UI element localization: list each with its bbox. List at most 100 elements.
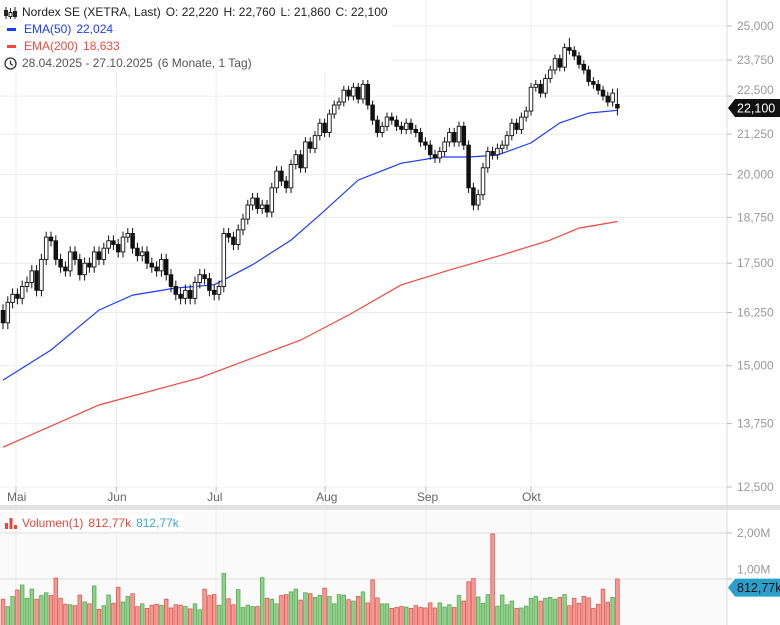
candle-body-up: [528, 86, 534, 112]
candle: [125, 228, 131, 243]
candle-body-up: [331, 104, 337, 115]
volume-legend: Volumen(1) 812,77k 812,77k: [5, 515, 183, 531]
volume-bar: [10, 596, 15, 625]
candle-body-up: [269, 187, 275, 213]
candle-body-up: [475, 194, 481, 206]
candle: [533, 80, 539, 92]
candle-body-down: [322, 122, 327, 133]
candle: [250, 192, 255, 211]
volume-bar: [187, 608, 193, 625]
candle-body-up: [5, 301, 11, 324]
legend-ema200[interactable]: EMA(200) 18,633: [4, 38, 388, 55]
candle-body-up: [125, 233, 131, 238]
candle-body-down: [231, 236, 236, 245]
volume-bar: [92, 585, 97, 625]
candle: [106, 235, 111, 254]
volume-bar: [259, 577, 265, 625]
volume-bar: [202, 588, 207, 625]
candle-body-up: [519, 116, 524, 130]
volume-bar: [562, 594, 567, 625]
volume-bar: [44, 592, 49, 625]
volume-bar: [331, 603, 337, 625]
candle-body-up: [523, 110, 529, 118]
volume-bar: [139, 603, 145, 625]
candle: [298, 149, 303, 173]
ohlc-close: C: 22,100: [335, 5, 388, 19]
candle: [87, 257, 92, 273]
month-label: Aug: [316, 490, 337, 504]
candle-body-down: [130, 233, 135, 249]
candle: [567, 38, 572, 55]
volume-bar: [34, 598, 39, 625]
price-tick-label: 25,000: [737, 19, 774, 33]
candle-body-down: [34, 270, 39, 291]
volume-bar: [211, 594, 217, 625]
volume-tick-label: 1,00M: [737, 563, 770, 577]
volume-bar: [379, 603, 385, 625]
volume-bar: [365, 602, 370, 625]
candle-body-up: [533, 83, 539, 88]
volume-bar: [168, 607, 174, 625]
candle: [490, 146, 495, 160]
candle: [15, 288, 20, 305]
candle-body-up: [274, 170, 279, 189]
candle-body-down: [605, 95, 611, 103]
candle-body-down: [514, 122, 519, 130]
candle: [0, 304, 6, 330]
month-label: Mai: [7, 490, 26, 504]
volume-bar: [543, 597, 548, 625]
candle-body-down: [490, 151, 495, 156]
volume-bar: [317, 595, 322, 625]
candle-body-up: [67, 251, 73, 272]
candle: [394, 115, 399, 131]
candle: [34, 265, 39, 297]
candle: [216, 280, 222, 301]
candle-body-down: [58, 258, 63, 268]
candle-body-up: [91, 251, 97, 268]
panel-separator[interactable]: [0, 505, 780, 510]
candle: [307, 137, 313, 154]
volume-bar: [48, 595, 54, 625]
volume-value: 812,77k: [88, 516, 132, 530]
candle: [586, 65, 591, 86]
volume-bar: [264, 597, 270, 625]
date-range: 28.04.2025 - 27.10.2025: [22, 56, 153, 70]
volume-bar: [427, 602, 433, 625]
volume-bar: [572, 597, 577, 625]
candle: [399, 121, 404, 135]
candle-body-up: [403, 122, 409, 130]
candle-body-down: [408, 122, 414, 130]
candle: [322, 118, 327, 138]
candlestick-icon: [4, 6, 17, 19]
candle: [221, 228, 227, 293]
legend-ema50[interactable]: EMA(50) 22,024: [4, 21, 388, 38]
candle-body-up: [327, 113, 332, 133]
candle: [471, 182, 476, 211]
candle: [552, 54, 558, 75]
candle: [317, 118, 323, 141]
volume-bar: [24, 597, 30, 625]
price-tick-label: 12,500: [737, 480, 774, 494]
candle-body-down: [207, 278, 212, 291]
volume-bar: [471, 578, 476, 625]
candle: [279, 166, 284, 187]
volume-bar: [403, 606, 409, 625]
candle-body-down: [87, 262, 92, 268]
candle-body-up: [480, 167, 486, 196]
candle: [514, 118, 519, 135]
candle: [63, 261, 68, 277]
candle: [581, 60, 587, 75]
volume-bar: [245, 604, 250, 625]
candle: [48, 231, 54, 247]
volume-bar: [163, 598, 169, 625]
volume-bar: [144, 608, 150, 625]
volume-tick-label: 2,00M: [737, 526, 770, 540]
volume-bar: [298, 599, 303, 625]
candle: [274, 166, 279, 193]
candle: [192, 276, 198, 305]
last-price-badge: 22,100: [728, 99, 780, 118]
candle-body-down: [48, 236, 54, 242]
candle-body-down: [370, 104, 375, 121]
candle-body-down: [586, 69, 591, 82]
